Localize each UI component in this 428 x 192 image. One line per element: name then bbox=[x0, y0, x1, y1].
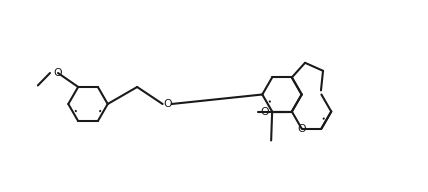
Text: O: O bbox=[261, 107, 269, 117]
Text: O: O bbox=[163, 99, 172, 109]
Text: O: O bbox=[54, 68, 62, 78]
Text: O: O bbox=[297, 124, 306, 134]
